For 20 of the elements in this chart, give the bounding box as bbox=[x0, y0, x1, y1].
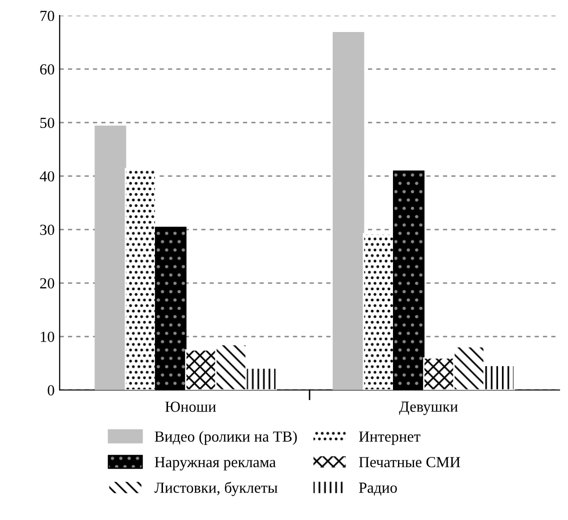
legend-label: Листовки, буклеты bbox=[154, 482, 278, 496]
bar bbox=[94, 126, 126, 390]
legend-label: Интернет bbox=[359, 432, 420, 445]
y-tick-label: 10 bbox=[40, 332, 54, 342]
legend-label: Наружная реклама bbox=[154, 457, 276, 470]
legend-label: Печатные СМИ bbox=[359, 457, 460, 468]
y-tick-label: 50 bbox=[40, 118, 54, 128]
bar bbox=[124, 168, 156, 390]
y-tick-label: 40 bbox=[40, 171, 54, 182]
y-tick-label: 20 bbox=[40, 278, 54, 288]
y-tick-label: 60 bbox=[40, 64, 54, 75]
bar bbox=[362, 233, 394, 390]
legend-label: Видео (ролики на ТВ) bbox=[154, 430, 297, 445]
bar bbox=[332, 32, 364, 390]
y-tick-label: 70 bbox=[40, 10, 54, 22]
y-tick-label: 0 bbox=[48, 385, 54, 396]
x-tick-label: Юноши bbox=[165, 402, 216, 412]
legend-label: Радио bbox=[359, 482, 397, 496]
x-tick-label: Девушки bbox=[399, 402, 458, 415]
y-tick-label: 30 bbox=[40, 224, 54, 235]
